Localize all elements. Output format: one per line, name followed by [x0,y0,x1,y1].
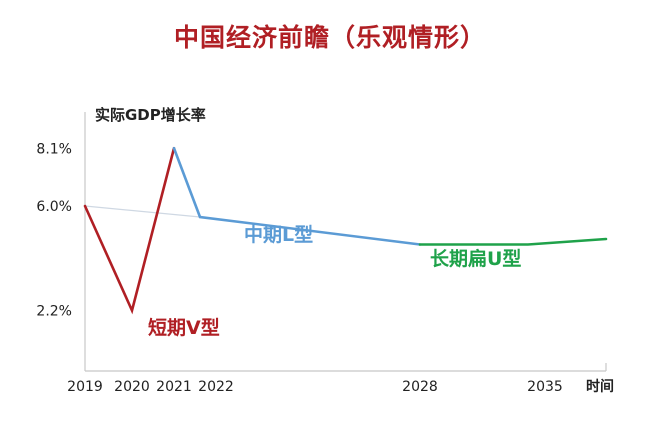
y-axis-label: 实际GDP增长率 [95,106,206,124]
series-line-u [418,237,608,246]
x-tick-label: 2020 [114,379,150,395]
trend-line [84,205,201,218]
series-lines-group [83,146,608,315]
x-tick-label: 2019 [67,379,103,395]
series-label-u: 长期扁U型 [430,247,521,270]
series-line-l [172,146,422,246]
y-tick-label: 2.2% [36,304,72,320]
y-tick-label: 8.1% [36,141,72,157]
x-tick-label: 2035 [527,379,563,395]
series-label-v: 短期V型 [148,316,220,339]
y-tick-label: 6.0% [36,199,72,215]
chart-title: 中国经济前瞻（乐观情形） [173,23,486,52]
axes-group [84,112,607,372]
x-axis-label: 时间 [586,378,614,395]
labels-group: 实际GDP增长率 8.1% 6.0% 2.2% 2019 2020 2021 2022 2028… [36,106,614,395]
x-tick-label: 2028 [402,379,438,395]
x-tick-label: 2022 [198,379,234,395]
series-line-v [83,146,176,315]
series-label-l: 中期L型 [244,223,313,246]
x-tick-label: 2021 [156,379,192,395]
